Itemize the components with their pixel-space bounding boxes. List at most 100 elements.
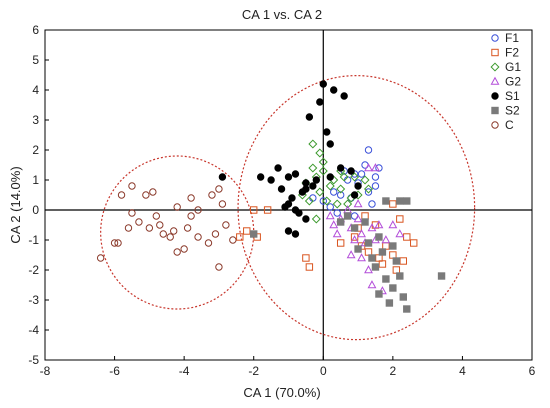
point-s1 [284,227,293,235]
point-s2 [403,197,411,205]
point-s1 [312,176,321,184]
x-tick-label: -8 [40,364,51,378]
y-tick-label: 2 [32,143,39,157]
point-c [170,227,178,235]
point-s2 [364,239,373,247]
point-g1 [322,196,332,206]
y-tick-label: -4 [28,323,39,337]
legend-marker-f2 [491,48,499,57]
legend-marker-g2 [490,76,500,85]
series-f1 [309,146,383,220]
y-tick-label: -5 [28,353,39,367]
point-g1 [318,166,328,176]
data-points [96,80,446,313]
point-s1 [218,173,227,181]
point-s2 [389,284,397,292]
point-c [208,191,216,199]
point-c [149,188,157,196]
legend-label-c: C [505,118,514,132]
point-c [187,194,195,202]
point-f2 [302,254,310,262]
point-s1 [326,140,334,148]
point-s1 [295,209,303,217]
y-tick-label: -1 [28,233,39,247]
point-f2 [403,233,411,241]
point-s2 [368,254,376,262]
point-s2 [375,233,383,241]
point-f2 [389,200,397,208]
point-f1 [364,188,373,196]
point-f2 [410,239,418,247]
point-s1 [277,185,286,193]
point-s2 [437,272,446,280]
legend-label-s1: S1 [505,89,520,103]
point-f1 [330,188,338,196]
point-s1 [354,182,362,190]
point-f2 [243,227,251,235]
point-c [180,245,188,253]
x-tick-label: -6 [109,364,120,378]
plot-frame [44,29,533,361]
x-tick-label: 6 [529,364,536,378]
point-c [166,233,174,241]
series-s1 [218,80,362,238]
point-c [117,191,126,199]
point-g1 [339,172,349,182]
point-c [215,263,223,271]
legend-label-g2: G2 [505,75,521,89]
point-g1 [311,214,321,224]
point-s1 [305,113,314,121]
y-tick-label: 3 [32,113,39,127]
point-c [96,254,105,262]
point-f2 [336,239,345,247]
point-c [187,212,195,220]
point-g1 [308,139,318,149]
point-g2 [388,220,398,229]
x-axis-ticks: -8 -6 -4 -2 0 2 4 6 [40,356,536,378]
point-c [222,221,230,229]
point-c [204,239,213,247]
y-axis-title: CA 2 (14.0%) [8,166,23,243]
point-c [145,224,154,232]
y-tick-label: 6 [32,23,39,37]
point-f1 [364,146,373,154]
point-g1 [318,157,328,167]
point-f2 [375,254,383,262]
y-axis-ticks: -5 -4 -3 -2 -1 0 1 2 3 4 5 6 [28,23,49,367]
point-f2 [364,248,373,256]
point-s2 [403,305,411,313]
point-s1 [319,80,327,88]
point-s1 [336,164,345,172]
point-g2 [364,163,373,172]
point-c [152,212,161,220]
point-g1 [343,199,353,209]
y-tick-label: 5 [32,53,39,67]
point-s2 [389,242,397,250]
point-g2 [367,223,377,232]
point-f2 [382,242,390,250]
point-g1 [325,181,335,191]
legend-label-f2: F2 [505,46,519,60]
point-s1 [284,173,293,181]
series-c [96,182,237,271]
point-g1 [350,172,360,182]
point-s2 [396,272,404,280]
point-s1 [274,164,282,172]
point-s1 [309,182,317,190]
point-s1 [323,128,331,136]
point-c [135,218,143,226]
point-g2 [364,265,373,274]
point-g2 [325,211,335,220]
point-c [183,224,192,232]
point-g2 [353,199,363,208]
legend-marker-c [491,121,499,129]
point-s1 [330,86,338,94]
point-s1 [256,173,265,181]
y-tick-label: -2 [28,263,39,277]
point-s1 [350,191,359,199]
point-s1 [281,203,289,211]
y-tick-label: -3 [28,293,39,307]
series-f2 [236,200,418,274]
